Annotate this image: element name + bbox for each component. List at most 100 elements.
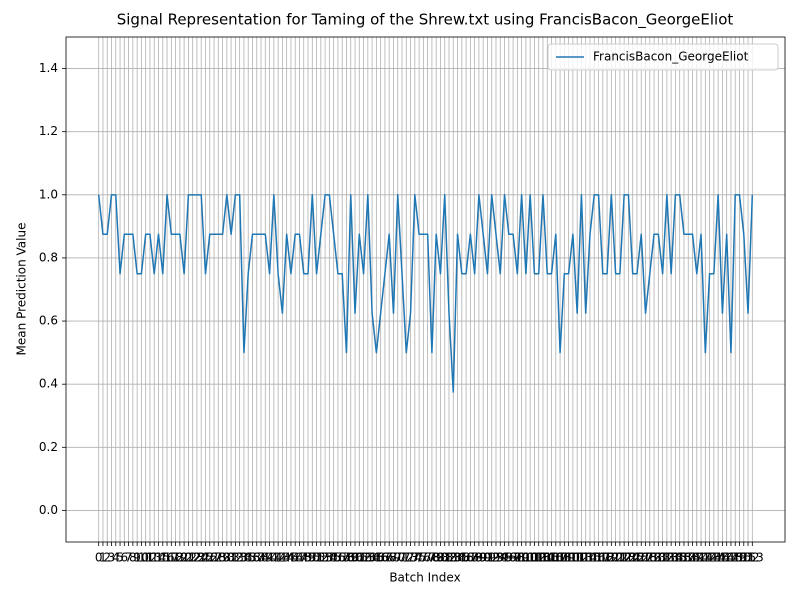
x-tick-label: 32: [228, 551, 243, 565]
x-tick-label: 125: [621, 551, 644, 565]
y-tick-label: 1.0: [39, 187, 58, 201]
x-tick-label: 14: [151, 551, 166, 565]
x-tick-label: 7: [125, 551, 133, 565]
x-tick-label: 133: [655, 551, 678, 565]
x-tick-label: 77: [420, 551, 435, 565]
x-tick-label: 148: [720, 551, 743, 565]
x-tick-label: 31: [223, 551, 238, 565]
x-tick-label: 37: [249, 551, 264, 565]
x-tick-label: 105: [536, 551, 559, 565]
x-tick-label: 151: [732, 551, 755, 565]
x-tick-label: 3: [108, 551, 116, 565]
x-tick-label: 58: [339, 551, 354, 565]
x-tick-label: 15: [155, 551, 170, 565]
x-tick-label: 45: [283, 551, 298, 565]
x-tick-label: 124: [617, 551, 640, 565]
x-tick-label: 123: [613, 551, 636, 565]
x-tick-label: 102: [523, 551, 546, 565]
x-tick-label: 141: [690, 551, 713, 565]
x-tick-label: 25: [198, 551, 213, 565]
x-tick-label: 71: [394, 551, 409, 565]
x-axis-label: Batch Index: [389, 571, 460, 585]
x-tick-label: 127: [630, 551, 653, 565]
x-tick-label: 2: [103, 551, 111, 565]
x-tick-label: 23: [189, 551, 204, 565]
y-axis-label: Mean Prediction Value: [15, 223, 29, 356]
x-tick-label: 13: [147, 551, 162, 565]
x-tick-label: 128: [634, 551, 657, 565]
x-tick-label: 88: [467, 551, 482, 565]
x-tick-label: 27: [206, 551, 221, 565]
x-tick-label: 118: [591, 551, 614, 565]
y-tick-label: 0.8: [39, 250, 58, 264]
x-tick-label: 52: [313, 551, 328, 565]
x-tick-label: 67: [377, 551, 392, 565]
x-tick-label: 43: [275, 551, 290, 565]
x-tick-label: 30: [219, 551, 234, 565]
x-tick-label: 48: [296, 551, 311, 565]
x-tick-label: 74: [407, 551, 422, 565]
x-tick-label: 49: [300, 551, 315, 565]
legend-label: FrancisBacon_GeorgeEliot: [593, 50, 749, 64]
x-tick-label: 97: [505, 551, 520, 565]
x-tick-label: 138: [677, 551, 700, 565]
x-tick-label: 143: [698, 551, 721, 565]
x-tick-label: 60: [347, 551, 362, 565]
x-tick-label: 18: [168, 551, 183, 565]
x-tick-label: 85: [454, 551, 469, 565]
x-tick-label: 137: [673, 551, 696, 565]
x-tick-label: 132: [651, 551, 674, 565]
plot-frame: [65, 36, 786, 543]
x-tick-label: 79: [429, 551, 444, 565]
x-tick-label: 28: [211, 551, 226, 565]
x-tick-label: 0: [95, 551, 103, 565]
x-tick-label: 116: [583, 551, 606, 565]
x-tick-label: 146: [711, 551, 734, 565]
x-tick-label: 61: [352, 551, 367, 565]
x-tick-label: 41: [266, 551, 281, 565]
x-tick-label: 134: [660, 551, 683, 565]
x-tick-label: 152: [737, 551, 760, 565]
x-tick-label: 91: [480, 551, 495, 565]
x-tick-label: 122: [608, 551, 631, 565]
x-tick-label: 12: [142, 551, 157, 565]
x-tick-label: 99: [514, 551, 529, 565]
y-tick-label: 0.2: [39, 440, 58, 454]
x-tick-label: 39: [258, 551, 273, 565]
x-tick-label: 26: [202, 551, 217, 565]
x-tick-label: 113: [570, 551, 593, 565]
x-tick-label: 10: [134, 551, 149, 565]
x-tick-label: 150: [728, 551, 751, 565]
x-tick-label: 69: [386, 551, 401, 565]
x-tick-label: 20: [176, 551, 191, 565]
x-tick-label: 68: [382, 551, 397, 565]
x-tick-label: 93: [488, 551, 503, 565]
x-tick-label: 35: [241, 551, 256, 565]
y-tick-label: 0.4: [39, 377, 58, 391]
x-tick-label: 89: [471, 551, 486, 565]
x-tick-label: 47: [292, 551, 307, 565]
x-tick-label: 140: [685, 551, 708, 565]
x-tick-label: 54: [322, 551, 337, 565]
x-tick-label: 83: [446, 551, 461, 565]
x-tick-label: 130: [643, 551, 666, 565]
x-tick-label: 42: [270, 551, 285, 565]
x-tick-label: 46: [288, 551, 303, 565]
x-tick-label: 9: [133, 551, 141, 565]
x-tick-label: 75: [411, 551, 426, 565]
x-tick-label: 126: [626, 551, 649, 565]
x-tick-label: 145: [707, 551, 730, 565]
x-tick-label: 29: [215, 551, 230, 565]
x-tick-label: 104: [532, 551, 555, 565]
y-tick-label: 0.6: [39, 314, 58, 328]
x-tick-label: 24: [194, 551, 209, 565]
x-tick-label: 82: [441, 551, 456, 565]
x-tick-label: 6: [120, 551, 128, 565]
x-tick-label: 153: [741, 551, 764, 565]
x-tick-label: 50: [305, 551, 320, 565]
x-tick-label: 16: [159, 551, 174, 565]
x-tick-label: 84: [450, 551, 465, 565]
x-tick-label: 109: [553, 551, 576, 565]
x-tick-label: 38: [253, 551, 268, 565]
